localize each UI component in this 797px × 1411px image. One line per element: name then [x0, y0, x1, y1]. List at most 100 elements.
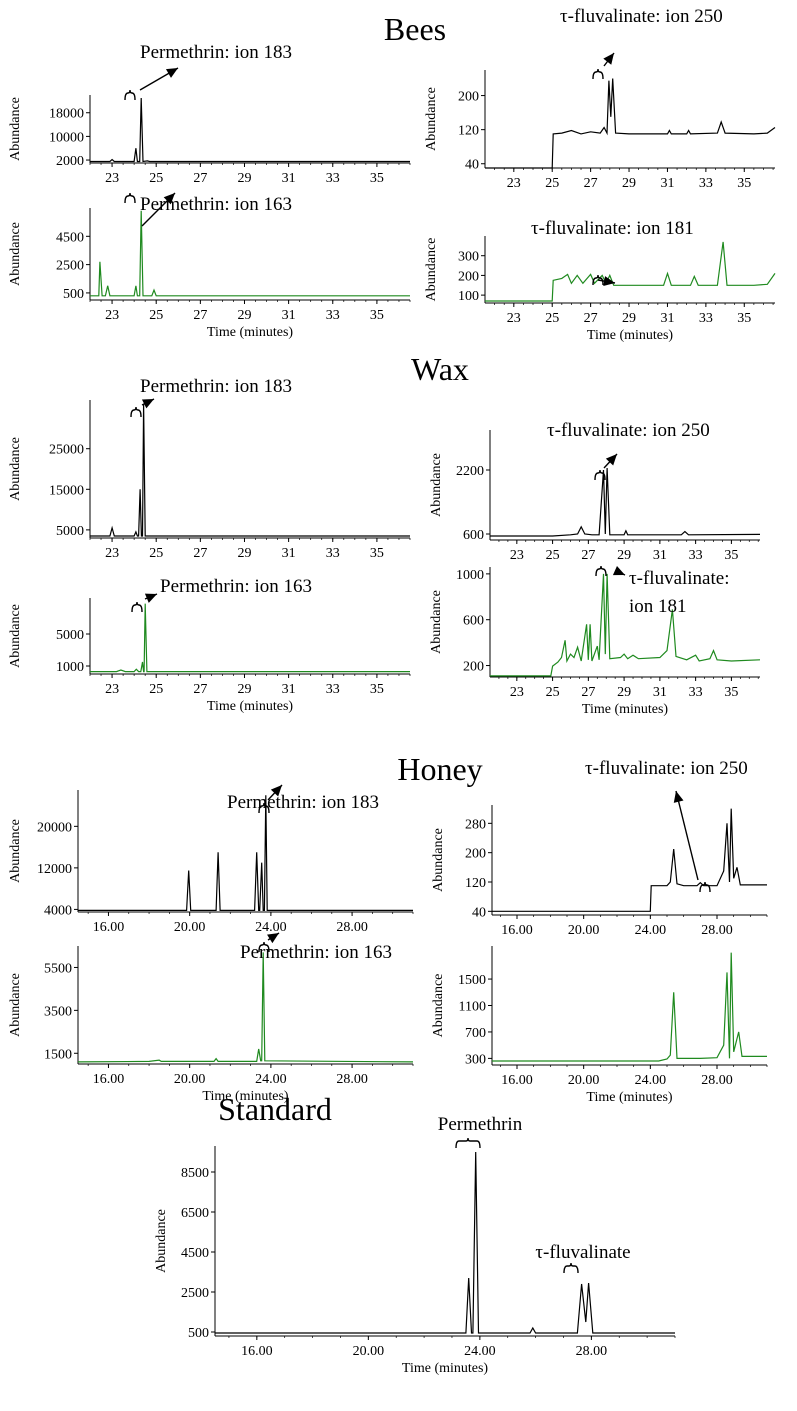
x-tick-label: 29: [617, 685, 631, 700]
x-tick-label: 35: [370, 308, 384, 323]
x-tick-label: 25: [149, 171, 163, 186]
x-tick-label: 25: [545, 311, 559, 326]
x-tick-label: 35: [370, 682, 384, 697]
y-axis-label: Abundance: [8, 973, 23, 1037]
x-tick-label: 31: [660, 311, 674, 326]
x-tick-label: 25: [546, 548, 560, 563]
annotation-label: Permethrin: ion 183: [140, 42, 292, 63]
trace-line: [215, 1151, 675, 1334]
y-tick-label: 300: [458, 250, 479, 265]
trace-line: [90, 404, 410, 537]
y-tick-label: 120: [465, 876, 486, 891]
annotation-label: τ-fluvalinate:: [629, 568, 729, 589]
x-tick-label: 24.00: [635, 1073, 667, 1088]
y-tick-label: 1500: [458, 973, 486, 988]
y-axis-label: Abundance: [431, 974, 446, 1038]
y-tick-label: 2200: [456, 464, 484, 479]
annotation-label: Permethrin: ion 183: [227, 792, 379, 813]
x-tick-label: 20.00: [353, 1344, 385, 1359]
y-tick-label: 700: [465, 1026, 486, 1041]
x-tick-label: 20.00: [174, 1072, 206, 1087]
annotation-arrow-head: [141, 399, 154, 409]
x-tick-label: 24.00: [635, 923, 667, 938]
x-tick-label: 20.00: [568, 1073, 600, 1088]
annotation-arrow-head: [144, 593, 157, 603]
peak-brace: [594, 469, 606, 481]
panel-honey-perm-163: 16.00 20.00 24.00 28.00 1500 3500 5500 Abundanc…: [8, 942, 414, 1104]
x-tick-label: 27: [584, 176, 598, 191]
x-tick-label: 35: [737, 311, 751, 326]
panel-wax-perm-163: 23 25 27 29 31 33 35 1000 5000 Abundance Time (min…: [8, 576, 411, 714]
x-tick-label: 27: [193, 682, 207, 697]
y-tick-label: 40: [465, 158, 479, 173]
x-tick-label: 23: [105, 171, 119, 186]
annotation-label: τ-fluvalinate: ion 181: [531, 218, 694, 239]
annotation-arrow: [675, 790, 699, 881]
y-tick-label: 200: [458, 90, 479, 105]
x-axis-label: Time (minutes): [207, 699, 294, 714]
x-tick-label: 16.00: [241, 1344, 273, 1359]
y-tick-label: 1000: [56, 660, 84, 675]
panel-wax-perm-183: 23 25 27 29 31 33 35 5000 15000 25000 Abundance Per…: [8, 376, 411, 561]
y-tick-label: 5000: [56, 524, 84, 539]
x-tick-label: 33: [326, 546, 340, 561]
x-tick-label: 28.00: [701, 1073, 733, 1088]
annotation-label: Permethrin: ion 163: [240, 942, 392, 963]
x-tick-label: 29: [237, 171, 251, 186]
section-title-standard: Standard: [218, 1091, 332, 1127]
y-tick-label: 12000: [37, 862, 72, 877]
annotation-label-line2: ion 181: [629, 596, 687, 617]
y-tick-label: 280: [465, 817, 486, 832]
x-tick-label: 35: [370, 171, 384, 186]
x-tick-label: 25: [149, 308, 163, 323]
x-tick-label: 31: [282, 308, 296, 323]
fluvalinate-brace: [563, 1262, 579, 1274]
y-axis-label: Abundance: [429, 590, 444, 654]
y-axis-label: Abundance: [8, 97, 23, 161]
x-tick-label: 33: [689, 548, 703, 563]
x-tick-label: 23: [105, 546, 119, 561]
x-tick-label: 31: [282, 682, 296, 697]
x-tick-label: 27: [584, 311, 598, 326]
y-tick-label: 100: [458, 289, 479, 304]
x-tick-label: 23: [507, 176, 521, 191]
x-tick-label: 29: [622, 311, 636, 326]
x-tick-label: 16.00: [93, 1072, 125, 1087]
panels-layer: 23 25 27 29 31 33 35 2000 10000 18000 Abundance Per…: [8, 6, 776, 1376]
y-tick-label: 4500: [56, 230, 84, 245]
x-tick-label: 35: [724, 548, 738, 563]
y-tick-label: 600: [463, 528, 484, 543]
x-tick-label: 25: [149, 546, 163, 561]
x-tick-label: 35: [724, 685, 738, 700]
x-tick-label: 23: [510, 548, 524, 563]
panel-bees-perm-183: 23 25 27 29 31 33 35 2000 10000 18000 Abundance Per…: [8, 42, 411, 186]
annotation-arrow-head: [612, 565, 625, 576]
y-axis-label: Abundance: [429, 453, 444, 517]
y-tick-label: 600: [463, 614, 484, 629]
x-tick-label: 29: [237, 682, 251, 697]
x-tick-label: 23: [105, 682, 119, 697]
x-tick-label: 23: [105, 308, 119, 323]
y-tick-label: 200: [465, 847, 486, 862]
x-tick-label: 31: [282, 171, 296, 186]
x-tick-label: 25: [546, 685, 560, 700]
y-tick-label: 10000: [49, 130, 84, 145]
trace-line: [485, 78, 776, 169]
y-tick-label: 6500: [181, 1206, 209, 1221]
x-tick-label: 29: [622, 176, 636, 191]
y-tick-label: 500: [188, 1326, 209, 1341]
y-tick-label: 4500: [181, 1246, 209, 1261]
panel-honey-fluv-181: 16.00 20.00 24.00 28.00 300 700 1100 1500 Abunda…: [431, 946, 768, 1105]
y-axis-label: Abundance: [8, 819, 23, 883]
trace-line: [485, 241, 776, 302]
peak-brace: [592, 274, 604, 286]
x-tick-label: 20.00: [174, 920, 206, 935]
y-tick-label: 2500: [56, 259, 84, 274]
peak-brace: [595, 565, 607, 577]
trace-line: [90, 603, 410, 673]
trace-line: [78, 795, 413, 912]
y-axis-label: Abundance: [424, 87, 439, 151]
x-tick-label: 31: [653, 685, 667, 700]
trace-line: [77, 952, 414, 1063]
